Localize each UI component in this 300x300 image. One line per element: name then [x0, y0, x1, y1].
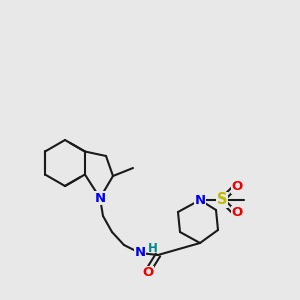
Text: N: N: [194, 194, 206, 206]
Text: N: N: [94, 191, 106, 205]
Text: N: N: [134, 247, 146, 260]
Text: H: H: [148, 242, 158, 254]
Text: O: O: [231, 206, 243, 220]
Text: S: S: [217, 193, 227, 208]
Text: O: O: [142, 266, 154, 280]
Text: O: O: [231, 181, 243, 194]
